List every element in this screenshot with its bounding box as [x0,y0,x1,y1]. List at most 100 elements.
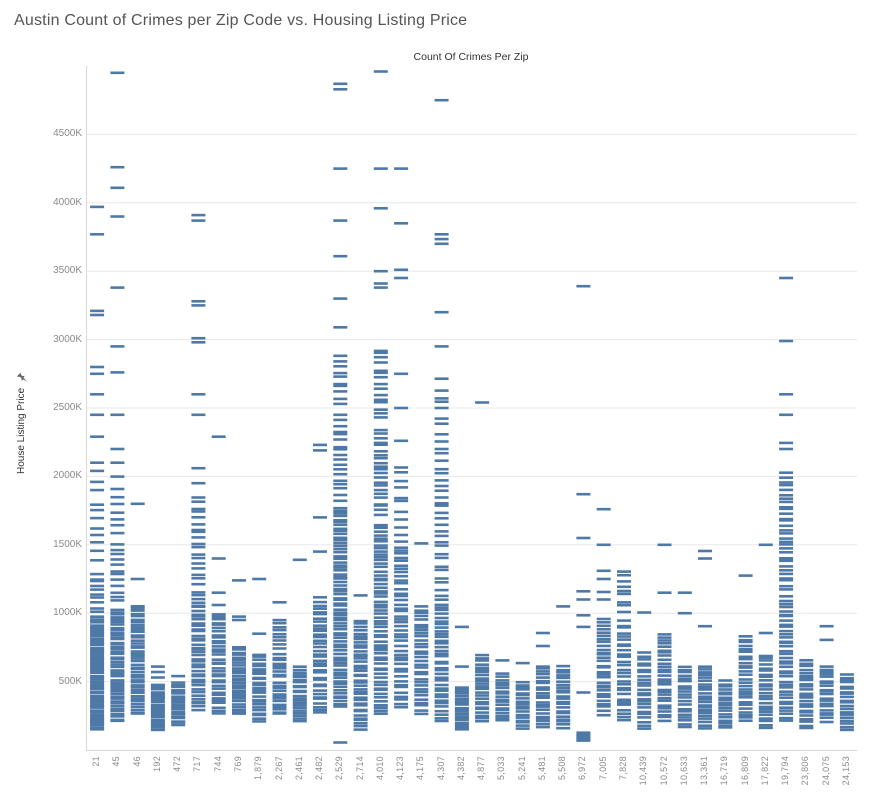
plot-area[interactable] [86,66,857,751]
price-mark[interactable] [718,685,733,688]
price-mark[interactable] [272,689,287,693]
price-mark[interactable] [272,708,287,711]
price-mark[interactable] [90,715,105,718]
price-mark[interactable] [839,719,854,723]
price-mark[interactable] [758,701,773,705]
price-mark[interactable] [252,662,267,666]
price-mark[interactable] [130,645,145,648]
price-mark[interactable] [232,703,246,706]
price-mark[interactable] [191,637,206,641]
price-mark[interactable] [394,603,409,607]
price-mark[interactable] [191,663,206,666]
price-mark[interactable] [252,653,267,657]
price-mark[interactable] [130,695,145,698]
price-mark[interactable] [211,670,226,673]
price-mark[interactable] [110,715,125,718]
price-mark[interactable] [130,623,145,627]
price-mark[interactable] [313,669,327,672]
price-mark[interactable] [313,642,327,645]
price-mark[interactable] [232,667,246,670]
price-mark[interactable] [171,720,186,723]
price-mark[interactable] [90,665,105,669]
price-mark[interactable] [130,654,145,658]
price-mark[interactable] [617,683,631,686]
price-mark[interactable] [90,638,105,641]
price-mark[interactable] [191,704,206,708]
price-mark[interactable] [373,544,388,547]
price-mark[interactable] [373,408,388,411]
price-mark[interactable] [191,496,206,499]
price-mark[interactable] [596,664,611,668]
price-mark[interactable] [839,725,854,729]
price-mark[interactable] [150,693,165,696]
price-mark[interactable] [272,684,287,688]
price-mark[interactable] [454,703,469,706]
price-mark[interactable] [799,659,814,662]
price-mark[interactable] [171,705,186,709]
price-mark[interactable] [110,701,125,705]
price-mark[interactable] [596,648,611,652]
price-mark[interactable] [637,688,652,692]
price-mark[interactable] [414,659,429,663]
price-mark[interactable] [434,713,449,716]
price-mark[interactable] [839,699,854,703]
price-mark[interactable] [333,499,348,503]
price-mark[interactable] [394,471,409,474]
price-mark[interactable] [373,437,388,440]
price-mark[interactable] [373,590,388,593]
price-mark[interactable] [313,689,327,692]
price-mark[interactable] [819,692,834,696]
price-mark[interactable] [718,696,733,700]
price-mark[interactable] [333,561,348,564]
price-mark[interactable] [292,675,307,679]
price-mark[interactable] [495,698,510,702]
price-mark[interactable] [373,612,388,615]
price-mark[interactable] [414,645,429,649]
price-mark[interactable] [718,679,733,682]
price-mark[interactable] [313,645,327,649]
price-mark[interactable] [130,659,145,663]
price-mark[interactable] [110,595,125,599]
price-mark[interactable] [313,612,327,616]
price-mark[interactable] [596,543,611,547]
price-mark[interactable] [414,670,429,674]
price-mark[interactable] [252,717,267,720]
price-mark[interactable] [110,611,125,614]
price-mark[interactable] [373,683,388,687]
price-mark[interactable] [130,691,145,695]
price-mark[interactable] [495,700,510,703]
price-mark[interactable] [171,697,186,700]
price-mark[interactable] [252,706,267,709]
price-mark[interactable] [475,668,490,672]
price-mark[interactable] [414,629,429,632]
price-mark[interactable] [211,653,226,656]
price-mark[interactable] [414,666,429,669]
price-mark[interactable] [333,550,348,554]
price-mark[interactable] [110,165,125,169]
price-mark[interactable] [758,707,773,711]
price-mark[interactable] [394,552,409,555]
price-mark[interactable] [353,657,368,660]
price-mark[interactable] [677,685,692,688]
price-mark[interactable] [191,562,206,565]
price-mark[interactable] [272,628,287,632]
price-mark[interactable] [637,712,652,716]
price-mark[interactable] [333,519,348,522]
price-mark[interactable] [373,513,388,517]
price-mark[interactable] [191,300,206,303]
price-mark[interactable] [333,520,348,524]
price-mark[interactable] [90,559,105,562]
price-mark[interactable] [211,697,226,700]
price-mark[interactable] [454,718,469,722]
price-mark[interactable] [313,678,327,681]
price-mark[interactable] [313,443,327,447]
price-mark[interactable] [211,626,226,630]
price-mark[interactable] [90,721,105,724]
price-mark[interactable] [576,733,591,736]
price-mark[interactable] [779,584,794,588]
price-mark[interactable] [313,627,327,630]
price-mark[interactable] [90,713,105,717]
price-mark[interactable] [394,635,409,639]
price-mark[interactable] [373,606,388,609]
price-mark[interactable] [779,595,794,598]
